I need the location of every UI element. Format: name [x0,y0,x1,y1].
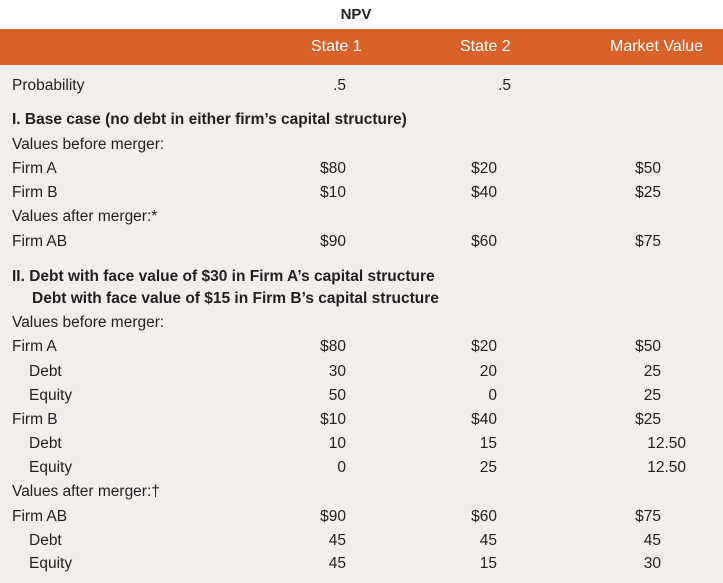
cell-state-2: .5 [498,77,511,94]
table-row: Firm A $80 $20 $50 [0,336,723,358]
row-label: Probability [12,77,85,94]
cell-state-1: $80 [320,338,346,355]
cell-state-2: 20 [479,363,497,380]
cell-state-2: $40 [471,411,497,428]
cell-state-2: 25 [479,459,497,476]
table-row: Values after merger:* [0,206,723,228]
cell-market-value: 25 [643,363,661,380]
row-label: Values after merger:† [12,483,160,500]
cell-market-value: $50 [635,160,661,177]
row-label: Firm A [12,338,57,355]
row-label: Debt [29,435,62,452]
table-row: Equity 0 25 12.50 [0,457,723,479]
table-row: Equity 45 15 30 [0,553,723,575]
cell-state-1: $90 [320,508,346,525]
cell-state-2: $40 [471,184,497,201]
row-label: Equity [29,555,73,572]
row-label: Firm AB [12,233,68,250]
table-row: Debt 10 15 12.50 [0,433,723,455]
cell-state-1: 10 [328,435,346,452]
row-label: Values after merger:* [12,208,158,225]
table-row: Firm A $80 $20 $50 [0,158,723,180]
row-label: Values before merger: [12,314,165,331]
table-title-bar: NPV [0,0,723,29]
cell-state-2: 45 [479,532,497,549]
header-market-value: Market Value [610,38,704,55]
cell-state-1: $80 [320,160,346,177]
section-heading: Debt with face value of $15 in Firm B’s … [0,288,723,310]
cell-state-2: $20 [471,338,497,355]
cell-state-2: $60 [471,508,497,525]
section-heading: I. Base case (no debt in either firm’s c… [0,109,723,131]
table-body: Probability .5 .5 I. Base case (no debt … [0,65,723,583]
row-label: Equity [29,387,73,404]
cell-market-value: $75 [635,233,661,250]
table-row: Equity 50 0 25 [0,385,723,407]
row-label: Firm B [12,411,58,428]
section-heading: II. Debt with face value of $30 in Firm … [0,266,723,288]
table-row: Firm AB $90 $60 $75 [0,506,723,528]
row-label: Debt [29,532,62,549]
table-row: Values after merger:† [0,481,723,503]
cell-state-1: 45 [328,555,346,572]
table-row: Probability .5 .5 [0,75,723,97]
column-header-bar: State 1 State 2 Market Value [0,29,723,65]
cell-market-value: 12.50 [647,435,686,452]
row-label: Firm AB [12,508,68,525]
cell-state-1: $10 [320,184,346,201]
table-row: Firm AB $90 $60 $75 [0,231,723,253]
cell-market-value: 45 [643,532,661,549]
cell-market-value: 25 [643,387,661,404]
cell-market-value: 30 [643,555,661,572]
cell-state-1: $90 [320,233,346,250]
row-label: Firm B [12,184,58,201]
cell-state-1: $10 [320,411,346,428]
cell-state-1: 30 [328,363,346,380]
cell-state-1: .5 [333,77,346,94]
row-label: Debt [29,363,62,380]
cell-state-2: 0 [488,387,497,404]
cell-market-value: $50 [635,338,661,355]
cell-state-2: $60 [471,233,497,250]
cell-state-2: $20 [471,160,497,177]
cell-market-value: $25 [635,184,661,201]
cell-market-value: $75 [635,508,661,525]
row-label: Firm A [12,160,57,177]
table-row: Debt 45 45 45 [0,530,723,552]
section-1-title: I. Base case (no debt in either firm’s c… [12,111,407,128]
table-title: NPV [340,6,372,23]
cell-market-value: 12.50 [647,459,686,476]
table-row: Values before merger: [0,312,723,334]
table-row: Debt 30 20 25 [0,361,723,383]
row-label: Equity [29,459,73,476]
cell-state-1: 0 [337,459,346,476]
table-row: Firm B $10 $40 $25 [0,182,723,204]
cell-state-2: 15 [479,555,497,572]
cell-market-value: $25 [635,411,661,428]
header-state-1: State 1 [311,38,362,55]
section-2-title-line-2: Debt with face value of $15 in Firm B’s … [32,290,439,307]
section-2-title-line-1: II. Debt with face value of $30 in Firm … [12,268,435,285]
cell-state-1: 50 [328,387,346,404]
cell-state-1: 45 [328,532,346,549]
row-label: Values before merger: [12,136,165,153]
header-state-2: State 2 [460,38,511,55]
table-row: Firm B $10 $40 $25 [0,409,723,431]
cell-state-2: 15 [479,435,497,452]
table-row: Values before merger: [0,134,723,156]
